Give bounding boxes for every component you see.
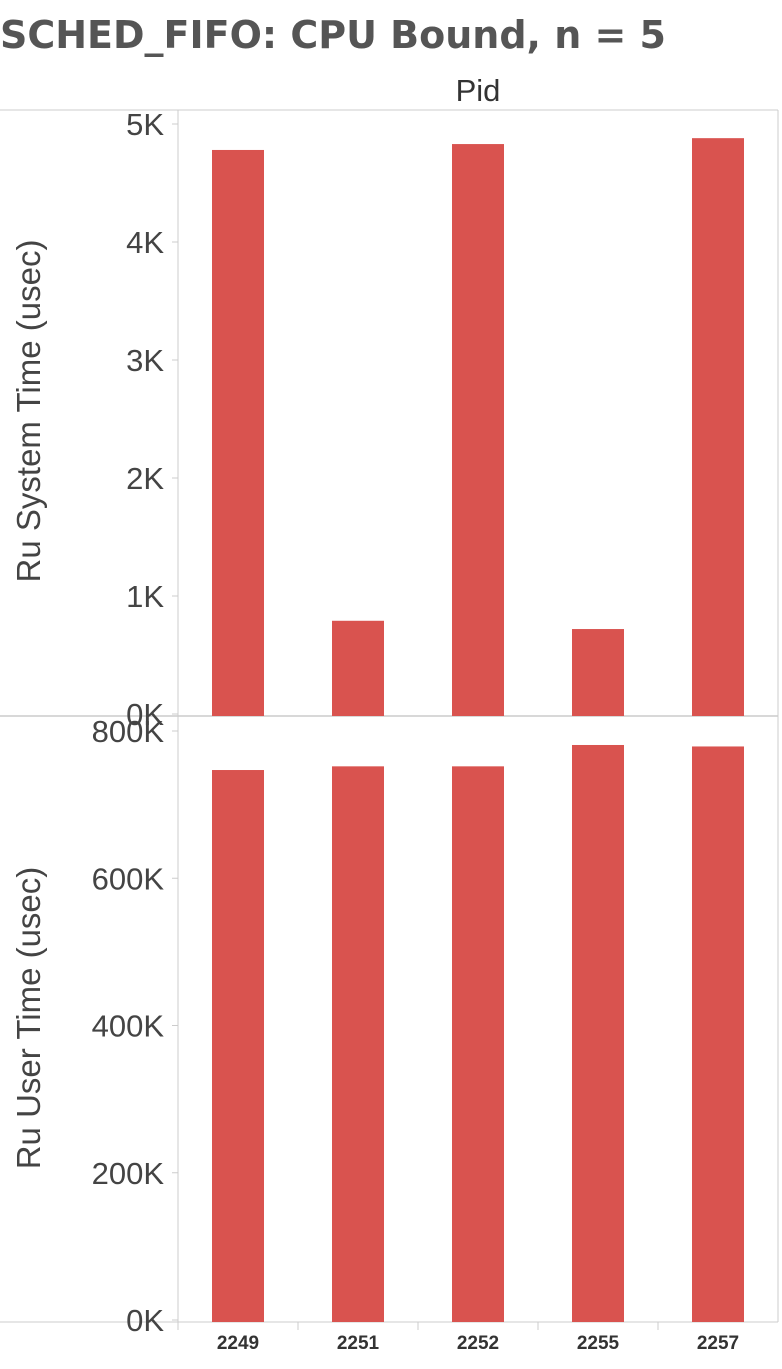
bar [572, 744, 624, 1322]
x-tick-label: 2252 [457, 1333, 499, 1354]
y-tick-label: 4K [126, 225, 164, 260]
x-tick-label: 2257 [697, 1333, 739, 1354]
y-axis-title: Ru User Time (usec) [10, 867, 47, 1170]
y-tick-label: 800K [92, 714, 165, 749]
y-tick-label: 0K [126, 697, 164, 732]
bar [452, 144, 504, 716]
y-tick-label: 3K [126, 343, 164, 378]
y-tick-label: 2K [126, 461, 164, 496]
bar [692, 746, 744, 1322]
bar [572, 629, 624, 716]
x-tick-label: 2255 [577, 1333, 620, 1354]
y-tick-label: 400K [92, 1009, 165, 1044]
column-header: Pid [456, 73, 501, 108]
y-tick-label: 5K [126, 107, 164, 142]
bar [452, 766, 504, 1322]
x-tick-label: 2249 [217, 1333, 259, 1354]
y-tick-label: 1K [126, 579, 164, 614]
bar [332, 766, 384, 1322]
y-tick-label: 600K [92, 861, 165, 896]
x-tick-label: 2251 [337, 1333, 380, 1354]
y-tick-label: 200K [92, 1156, 165, 1191]
bar [212, 770, 264, 1322]
bar [692, 138, 744, 716]
bar [212, 149, 264, 716]
y-axis-title: Ru System Time (usec) [10, 240, 47, 583]
chart-title: SCHED_FIFO: CPU Bound, n = 5 [0, 13, 666, 57]
bar [332, 620, 384, 716]
y-tick-label: 0K [126, 1303, 164, 1338]
